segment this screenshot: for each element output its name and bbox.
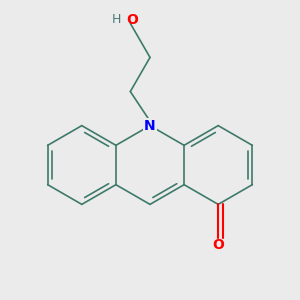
Text: O: O xyxy=(212,238,224,252)
Text: O: O xyxy=(126,13,138,27)
Text: N: N xyxy=(144,118,156,133)
Text: H: H xyxy=(112,13,121,26)
